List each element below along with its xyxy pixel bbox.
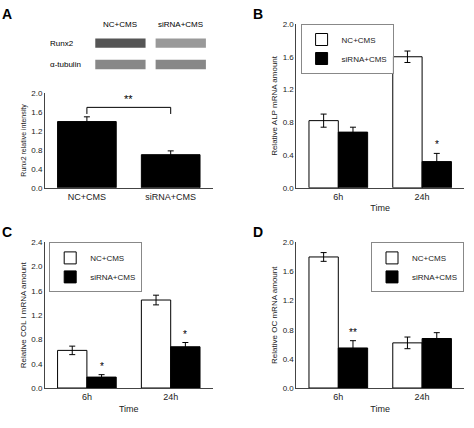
svg-text:0.4: 0.4 — [283, 151, 295, 160]
svg-text:6h: 6h — [333, 392, 343, 402]
svg-text:1.2: 1.2 — [283, 296, 295, 305]
svg-text:6h: 6h — [82, 392, 92, 402]
svg-text:24h: 24h — [415, 192, 430, 202]
svg-text:Runx2: Runx2 — [50, 39, 74, 48]
svg-text:0.8: 0.8 — [31, 146, 43, 155]
svg-text:0.8: 0.8 — [31, 335, 43, 344]
svg-text:D: D — [253, 224, 263, 240]
svg-text:C: C — [2, 224, 12, 240]
svg-text:6h: 6h — [333, 192, 343, 202]
svg-text:Relative OC mRNA amount: Relative OC mRNA amount — [270, 266, 279, 364]
svg-text:1.2: 1.2 — [31, 127, 43, 136]
svg-text:*: * — [100, 361, 104, 372]
svg-text:Relative ALP mRNA amount: Relative ALP mRNA amount — [270, 55, 279, 156]
svg-text:Time: Time — [370, 404, 390, 414]
svg-text:**: ** — [124, 93, 133, 105]
svg-text:2.0: 2.0 — [283, 238, 295, 247]
svg-text:0.4: 0.4 — [283, 355, 295, 364]
svg-text:NC+CMS: NC+CMS — [103, 20, 137, 29]
svg-text:1.6: 1.6 — [283, 53, 295, 62]
svg-text:B: B — [253, 6, 263, 22]
svg-text:1.2: 1.2 — [31, 311, 43, 320]
svg-text:*: * — [435, 139, 439, 150]
svg-text:siRNA+CMS: siRNA+CMS — [158, 20, 203, 29]
svg-text:0.0: 0.0 — [31, 384, 43, 393]
svg-text:0.8: 0.8 — [283, 118, 295, 127]
svg-text:1.6: 1.6 — [31, 108, 43, 117]
svg-text:0.0: 0.0 — [31, 184, 43, 193]
svg-text:Runx2 relative intensity: Runx2 relative intensity — [20, 104, 28, 177]
svg-text:NC+CMS: NC+CMS — [342, 36, 376, 45]
svg-text:siRNA+CMS: siRNA+CMS — [342, 55, 387, 64]
svg-text:0.8: 0.8 — [283, 326, 295, 335]
svg-text:0.0: 0.0 — [283, 184, 295, 193]
svg-text:NC+CMS: NC+CMS — [68, 192, 106, 202]
svg-text:0.0: 0.0 — [283, 384, 295, 393]
svg-text:1.2: 1.2 — [283, 85, 295, 94]
svg-text:2.0: 2.0 — [31, 89, 43, 98]
svg-text:siRNA+CMS: siRNA+CMS — [90, 273, 135, 282]
svg-text:Time: Time — [119, 404, 139, 414]
svg-text:**: ** — [349, 327, 357, 338]
svg-text:*: * — [183, 329, 187, 340]
svg-text:Relative COL I mRNA amount: Relative COL I mRNA amount — [19, 261, 28, 368]
svg-text:24h: 24h — [163, 392, 178, 402]
svg-text:NC+CMS: NC+CMS — [90, 254, 124, 263]
svg-text:0.4: 0.4 — [31, 360, 43, 369]
svg-text:Time: Time — [370, 203, 390, 213]
svg-text:1.6: 1.6 — [31, 287, 43, 296]
svg-text:24h: 24h — [415, 392, 430, 402]
svg-text:siRNA+CMS: siRNA+CMS — [412, 273, 457, 282]
svg-text:siRNA+CMS: siRNA+CMS — [145, 192, 196, 202]
svg-text:2.4: 2.4 — [31, 238, 43, 247]
svg-text:0.4: 0.4 — [31, 165, 43, 174]
svg-text:1.6: 1.6 — [283, 267, 295, 276]
svg-text:2.0: 2.0 — [31, 262, 43, 271]
svg-text:NC+CMS: NC+CMS — [412, 254, 446, 263]
svg-text:A: A — [2, 6, 12, 22]
svg-text:α-tubulin: α-tubulin — [50, 60, 81, 69]
svg-text:2.0: 2.0 — [283, 20, 295, 29]
